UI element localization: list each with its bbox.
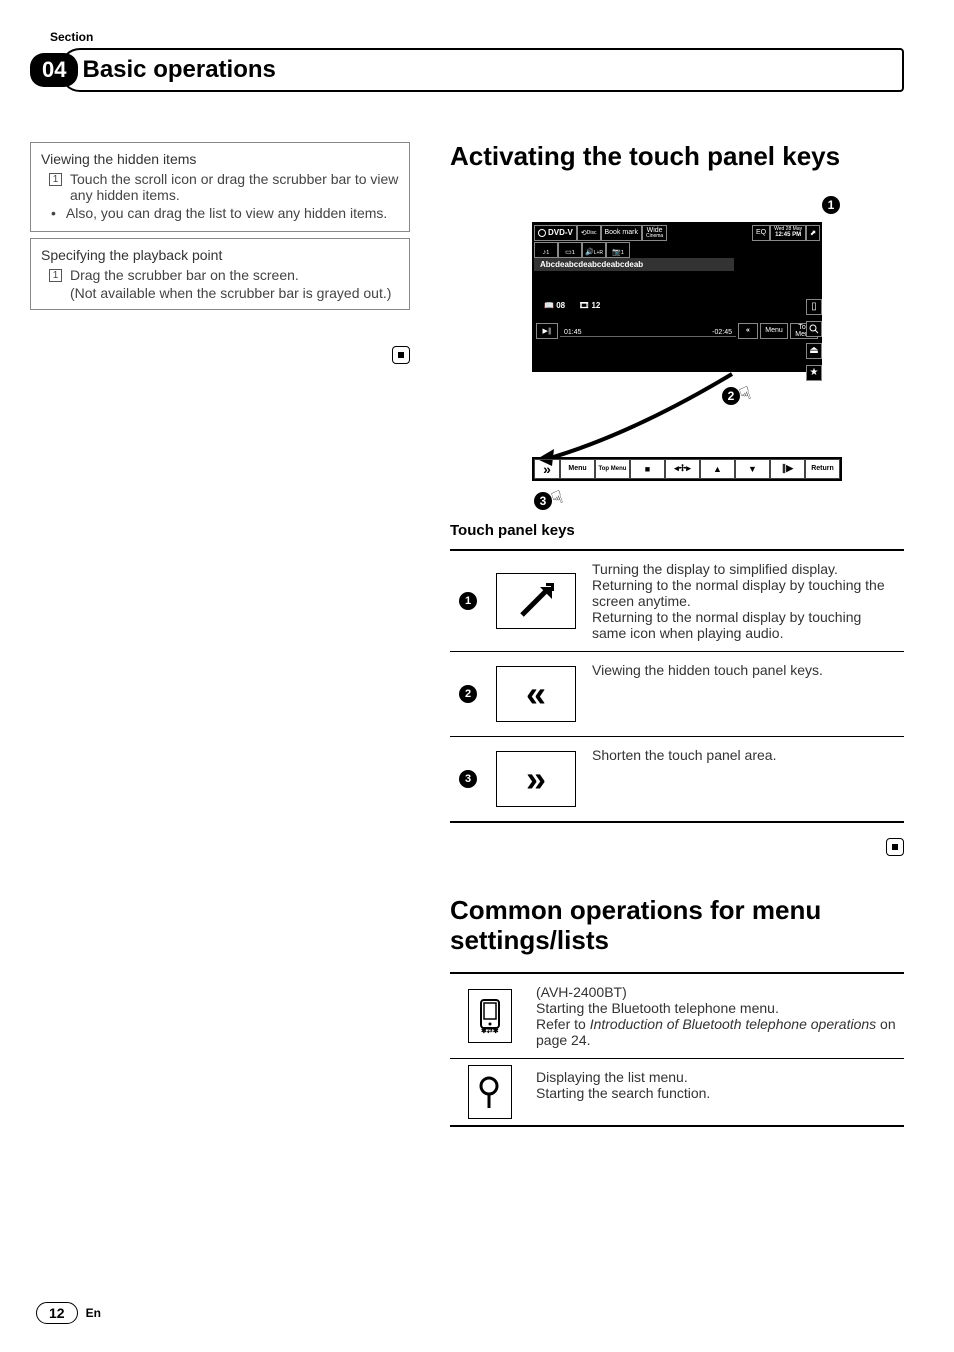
screen-mock: DVD-V ⟲Disc Book mark WideCinema EQ Wed … xyxy=(532,222,822,372)
op1-model: (AVH-2400BT) xyxy=(536,984,898,1000)
step-marker-1b: 1 xyxy=(49,269,62,282)
box2-title: Specifying the playback point xyxy=(41,247,399,263)
top-menu-btn-2: Top Menu xyxy=(595,459,630,479)
svg-text:✱⇄✱: ✱⇄✱ xyxy=(481,1027,499,1034)
right-column: Activating the touch panel keys 1 DVD-V … xyxy=(450,142,904,1127)
box1-title: Viewing the hidden items xyxy=(41,151,399,167)
op2-line2: Starting the search function. xyxy=(536,1085,898,1101)
common-ops-table: ✱⇄✱ (AVH-2400BT) Starting the Bluetooth … xyxy=(450,972,904,1127)
page-number: 12 xyxy=(36,1302,78,1324)
row2-desc: Viewing the hidden touch panel keys. xyxy=(586,652,904,736)
row-num-2: 2 xyxy=(459,685,477,703)
playback-point-box: Specifying the playback point 1 Drag the… xyxy=(30,238,410,310)
op2-line1: Displaying the list menu. xyxy=(536,1069,898,1085)
section-label: Section xyxy=(50,30,904,44)
common-ops-heading: Common operations for menu settings/list… xyxy=(450,896,904,956)
op1-line2: Refer to Introduction of Bluetooth telep… xyxy=(536,1016,898,1048)
star-icon: ★ xyxy=(806,365,822,381)
return-btn: Return xyxy=(805,459,840,479)
chapter-title: Basic operations xyxy=(60,48,904,92)
subtitle-icon: ▭ 1 xyxy=(558,242,582,258)
chapter-number: 04 xyxy=(30,53,78,87)
expand-icon: ⬈ xyxy=(806,225,820,241)
simplify-display-icon xyxy=(496,573,576,629)
touch-keys-table: 1 Turning the display to simplified disp… xyxy=(450,549,904,823)
time-remain: -02:45 xyxy=(712,329,732,336)
expand-keys-icon: « xyxy=(496,666,576,722)
section-end-icon xyxy=(392,346,410,364)
hand-icon-2: ☟ xyxy=(549,487,566,510)
row1-desc: Turning the display to simplified displa… xyxy=(586,551,904,651)
dvd-label: DVD-V xyxy=(534,225,577,241)
callout-1: 1 xyxy=(822,196,840,214)
time-elapsed: 01:45 xyxy=(564,329,582,336)
eject-side-icon: ⏏ xyxy=(806,343,822,359)
row-num-3: 3 xyxy=(459,770,477,788)
box2-note: (Not available when the scrubber bar is … xyxy=(70,285,399,301)
expand-left-icon: « xyxy=(738,323,758,339)
chapter-08: 📖 08 xyxy=(544,301,565,310)
shorten-area-icon: » xyxy=(496,751,576,807)
left-column: Viewing the hidden items 1 Touch the scr… xyxy=(30,142,410,1127)
collapse-icon: » xyxy=(534,459,560,479)
angle-icon: 📷 1 xyxy=(606,242,630,258)
arrows-btn: ◂✢▸ xyxy=(665,459,700,479)
search-list-icon xyxy=(468,1065,512,1119)
extended-toolbar: » Menu Top Menu ■ ◂✢▸ ▲ ▼ ∥▶ Return xyxy=(532,457,842,481)
section-end-icon-2 xyxy=(886,838,904,856)
lr-icon: 🔊L+R xyxy=(582,242,606,258)
eq-btn: EQ xyxy=(752,225,770,241)
audio-icon: ♪ 1 xyxy=(534,242,558,258)
track-title: Abcdeabcdeabcdeabcdeab xyxy=(534,258,734,271)
box1-step1: Touch the scroll icon or drag the scrubb… xyxy=(70,171,399,203)
step-marker-1: 1 xyxy=(49,173,62,186)
menu-btn-2: Menu xyxy=(560,459,595,479)
phone-icon: ▯ xyxy=(806,299,822,315)
op1-line1: Starting the Bluetooth telephone menu. xyxy=(536,1000,898,1016)
row-num-1: 1 xyxy=(459,592,477,610)
bluetooth-phone-icon: ✱⇄✱ xyxy=(468,989,512,1043)
bookmark-btn: Book mark xyxy=(601,225,642,241)
box2-step1: Drag the scrubber bar on the screen. xyxy=(70,267,299,283)
touch-keys-subhead: Touch panel keys xyxy=(450,522,904,539)
stop-btn: ■ xyxy=(630,459,665,479)
play-pause-icon: ▶∥ xyxy=(536,323,558,339)
language-label: En xyxy=(86,1306,101,1320)
touch-panel-diagram: 1 DVD-V ⟲Disc Book mark WideCinema EQ We… xyxy=(512,192,842,502)
chapter-12: 🎞 12 xyxy=(579,301,600,310)
search-side-icon xyxy=(806,321,822,337)
activating-heading: Activating the touch panel keys xyxy=(450,142,904,172)
datetime: Wed 28 May12:45 PM xyxy=(770,225,806,241)
disc-icon: ⟲Disc xyxy=(577,225,601,241)
up-btn: ▲ xyxy=(700,459,735,479)
hidden-items-box: Viewing the hidden items 1 Touch the scr… xyxy=(30,142,410,232)
page-footer: 12 En xyxy=(36,1302,101,1324)
step-btn: ∥▶ xyxy=(770,459,805,479)
bullet-icon: • xyxy=(51,205,56,221)
row3-desc: Shorten the touch panel area. xyxy=(586,737,904,821)
box1-bullet: Also, you can drag the list to view any … xyxy=(66,205,387,221)
down-btn: ▼ xyxy=(735,459,770,479)
menu-btn: Menu xyxy=(760,323,788,339)
wide-btn: WideCinema xyxy=(642,225,667,241)
chapter-header: 04 Basic operations xyxy=(30,48,904,92)
